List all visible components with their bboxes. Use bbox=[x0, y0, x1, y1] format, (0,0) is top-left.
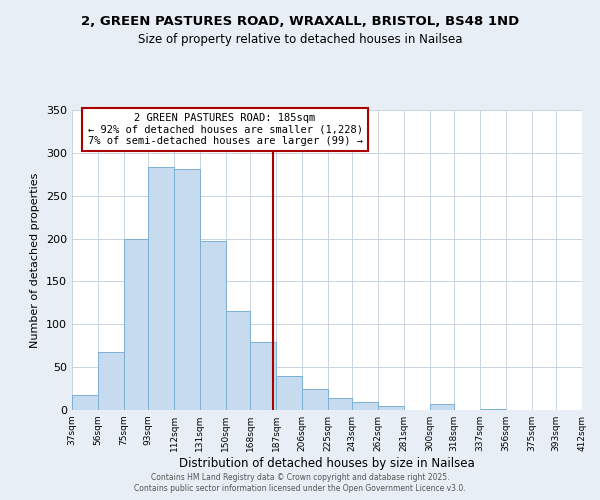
Bar bbox=[148, 166, 174, 410]
Bar bbox=[226, 310, 250, 410]
Text: 2, GREEN PASTURES ROAD, WRAXALL, BRISTOL, BS48 1ND: 2, GREEN PASTURES ROAD, WRAXALL, BRISTOL… bbox=[81, 15, 519, 28]
Bar bbox=[352, 402, 378, 410]
Text: Contains HM Land Registry data © Crown copyright and database right 2025.: Contains HM Land Registry data © Crown c… bbox=[151, 472, 449, 482]
Bar bbox=[480, 409, 506, 410]
Text: 2 GREEN PASTURES ROAD: 185sqm
← 92% of detached houses are smaller (1,228)
7% of: 2 GREEN PASTURES ROAD: 185sqm ← 92% of d… bbox=[88, 113, 362, 146]
Bar bbox=[72, 396, 98, 410]
Bar bbox=[430, 404, 454, 410]
Bar bbox=[328, 398, 352, 410]
Bar bbox=[200, 241, 226, 410]
Bar bbox=[276, 376, 302, 410]
Bar bbox=[250, 342, 276, 410]
X-axis label: Distribution of detached houses by size in Nailsea: Distribution of detached houses by size … bbox=[179, 457, 475, 470]
Bar bbox=[174, 169, 200, 410]
Y-axis label: Number of detached properties: Number of detached properties bbox=[31, 172, 40, 348]
Bar bbox=[124, 238, 148, 410]
Bar bbox=[378, 406, 404, 410]
Bar bbox=[98, 352, 124, 410]
Bar bbox=[302, 390, 328, 410]
Text: Size of property relative to detached houses in Nailsea: Size of property relative to detached ho… bbox=[138, 32, 462, 46]
Text: Contains public sector information licensed under the Open Government Licence v3: Contains public sector information licen… bbox=[134, 484, 466, 493]
